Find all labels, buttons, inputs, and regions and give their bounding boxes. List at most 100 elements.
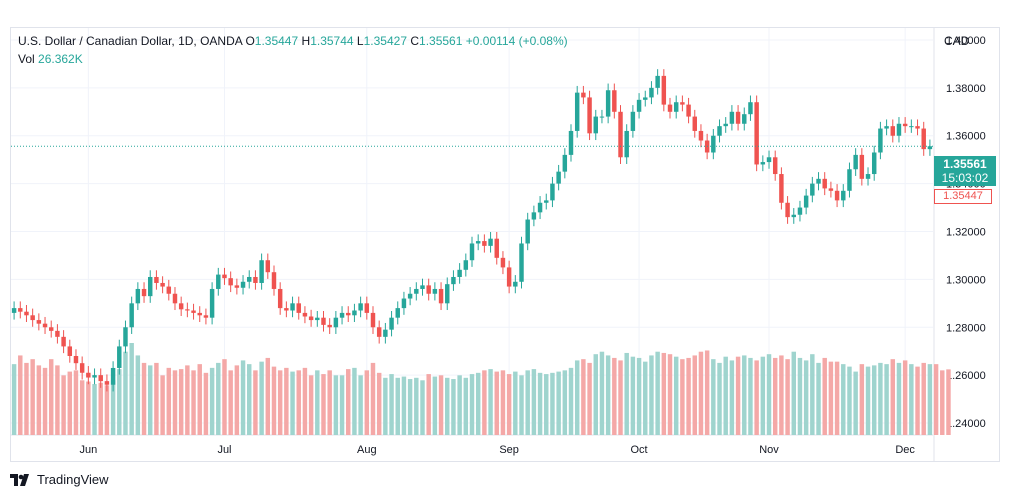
volume-bar bbox=[686, 357, 691, 435]
candle-body bbox=[203, 315, 209, 318]
volume-bar bbox=[475, 372, 481, 435]
candle-body bbox=[649, 87, 654, 98]
volume-bar bbox=[302, 367, 308, 435]
candle-body bbox=[896, 123, 902, 136]
candle-body bbox=[247, 276, 252, 282]
candle-body bbox=[661, 75, 667, 105]
low-label: L bbox=[356, 34, 364, 48]
volume-bar bbox=[73, 370, 79, 435]
candle-body bbox=[321, 317, 326, 325]
candle-body bbox=[389, 317, 394, 330]
candle-body bbox=[927, 146, 933, 150]
candle-body bbox=[834, 190, 840, 201]
candle-body bbox=[154, 276, 159, 283]
candle-body bbox=[358, 303, 363, 311]
volume-bar bbox=[277, 370, 283, 435]
volume-bar bbox=[370, 362, 376, 435]
volume-bar bbox=[92, 384, 97, 435]
high-value: 1.35744 bbox=[310, 34, 354, 48]
volume-bar bbox=[166, 367, 172, 435]
volume-bar bbox=[550, 372, 555, 435]
candle-body bbox=[209, 288, 215, 318]
candle-body bbox=[494, 238, 499, 258]
candle-body bbox=[42, 323, 48, 328]
volume-bar bbox=[203, 372, 209, 435]
candle-body bbox=[630, 111, 636, 131]
y-tick-label: 1.40000 bbox=[946, 35, 986, 47]
candle-body bbox=[785, 202, 790, 218]
volume-bar bbox=[810, 354, 815, 435]
volume-bar bbox=[271, 366, 277, 435]
volume-bar bbox=[364, 370, 370, 435]
candle-body bbox=[123, 327, 128, 347]
x-tick-label: Sep bbox=[499, 444, 519, 456]
tradingview-logo[interactable]: TradingView bbox=[10, 472, 109, 487]
y-tick-label: 1.28000 bbox=[946, 322, 986, 334]
candle-body bbox=[67, 346, 73, 356]
volume-bar bbox=[55, 365, 60, 435]
volume-bar bbox=[729, 360, 735, 435]
x-tick-label: Dec bbox=[895, 444, 915, 456]
volume-bar bbox=[86, 381, 91, 435]
candle-body bbox=[525, 219, 530, 244]
volume-bar bbox=[531, 369, 537, 435]
volume-bar bbox=[463, 377, 469, 435]
volume-bar bbox=[698, 351, 704, 435]
volume-bar bbox=[265, 357, 271, 435]
candle-body bbox=[457, 269, 462, 277]
volume-bar bbox=[927, 364, 933, 435]
volume-bar bbox=[308, 375, 314, 435]
volume-bar bbox=[123, 351, 128, 435]
volume-bar bbox=[160, 375, 165, 435]
candle-body bbox=[624, 130, 629, 158]
candle-body bbox=[482, 241, 487, 246]
candle-body bbox=[488, 238, 493, 246]
volume-bar bbox=[117, 369, 122, 435]
candle-body bbox=[141, 288, 147, 297]
volume-bar bbox=[760, 356, 766, 435]
volume-bar bbox=[537, 372, 543, 435]
candle-body bbox=[327, 324, 332, 328]
volume-bar bbox=[909, 364, 914, 435]
volume-bar bbox=[562, 370, 568, 435]
volume-bar bbox=[42, 367, 48, 435]
candle-body bbox=[414, 288, 419, 294]
volume-bar bbox=[98, 382, 103, 435]
candle-body bbox=[717, 126, 722, 136]
volume-bar bbox=[247, 364, 252, 435]
candle-body bbox=[346, 312, 351, 316]
volume-bar bbox=[240, 360, 246, 435]
x-tick-label: Jun bbox=[79, 444, 97, 456]
candle-body bbox=[302, 312, 308, 317]
volume-bar bbox=[655, 351, 660, 435]
volume-bar bbox=[414, 377, 419, 435]
open-value: 1.35447 bbox=[254, 34, 299, 48]
candle-body bbox=[48, 327, 54, 331]
volume-bar bbox=[859, 364, 865, 435]
volume-bar bbox=[587, 362, 592, 435]
candle-body bbox=[24, 311, 29, 316]
volume-bar bbox=[48, 359, 54, 435]
volume-bar bbox=[426, 374, 431, 435]
candle-body bbox=[698, 130, 704, 141]
volume-bar bbox=[36, 365, 42, 435]
y-tick-label: 1.38000 bbox=[946, 83, 986, 95]
volume-bar bbox=[296, 370, 301, 435]
volume-bar bbox=[321, 374, 326, 435]
candle-body bbox=[129, 303, 134, 328]
candle-body bbox=[110, 367, 116, 385]
volume-bar bbox=[11, 364, 17, 435]
x-tick-label: Jul bbox=[217, 444, 231, 456]
volume-bar bbox=[315, 370, 320, 435]
volume-legend: Vol 26.362K bbox=[18, 52, 83, 66]
candle-body bbox=[822, 178, 827, 189]
volume-bar bbox=[680, 359, 685, 435]
candle-body bbox=[599, 116, 605, 118]
candle-body bbox=[407, 293, 413, 299]
volume-bar bbox=[284, 367, 289, 435]
tradingview-logo-icon bbox=[10, 473, 29, 486]
volume-bar bbox=[216, 362, 221, 435]
candle-body bbox=[853, 154, 858, 170]
volume-bar bbox=[890, 359, 896, 435]
